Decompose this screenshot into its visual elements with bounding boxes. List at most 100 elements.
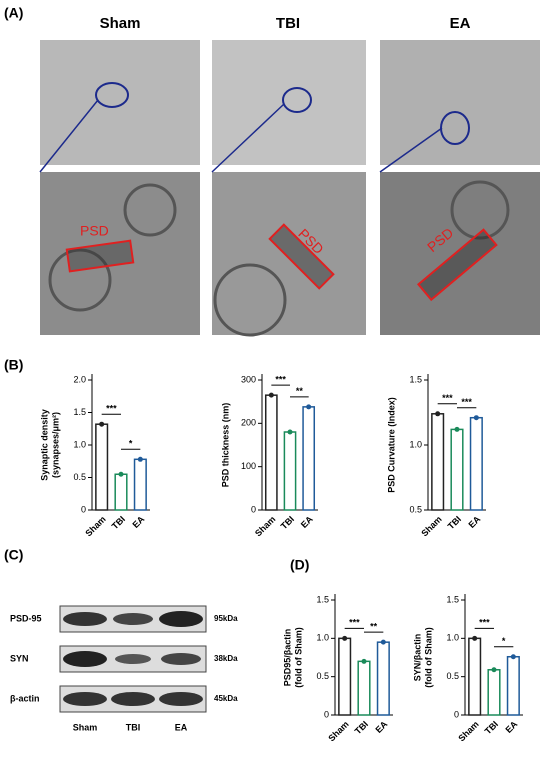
bar (133, 458, 147, 511)
blot-row-label: SYN (10, 653, 29, 663)
bar-top (306, 404, 312, 410)
bar-top (137, 456, 143, 462)
y-tick-label: 2.0 (73, 374, 86, 384)
blot-lane-label: EA (175, 722, 188, 732)
y-tick-label: 1.0 (73, 439, 86, 449)
y-tick-label: 1.0 (316, 633, 329, 643)
x-tick-label: TBI (110, 514, 127, 531)
blot-row-label: PSD-95 (10, 613, 42, 623)
bar-top (473, 415, 479, 421)
y-axis-label: Synaptic density (39, 409, 49, 481)
bar (487, 669, 501, 716)
x-tick-label: EA (374, 719, 390, 735)
x-tick-label: EA (504, 719, 520, 735)
y-axis-label: (fold of Sham) (293, 627, 303, 688)
y-tick-label: 1.5 (316, 594, 329, 604)
y-tick-label: 0 (454, 709, 459, 719)
bar (469, 416, 483, 511)
y-tick-label: 1.0 (446, 633, 459, 643)
blot-lane-label: TBI (126, 722, 141, 732)
em-images (39, 40, 540, 337)
x-tick-label: TBI (279, 514, 296, 531)
bar (338, 637, 352, 716)
bar-top (287, 429, 293, 435)
blot-size: 95kDa (214, 614, 238, 623)
blot-size: 38kDa (214, 654, 238, 663)
psd-label: PSD (80, 223, 109, 239)
x-tick-label: TBI (483, 719, 500, 736)
bar (114, 473, 128, 511)
bar (376, 641, 390, 716)
bar (302, 406, 316, 511)
blot-row-label: β-actin (10, 693, 40, 703)
bar-top (510, 654, 516, 660)
x-tick-label: Sham (253, 514, 277, 538)
y-tick-label: 100 (241, 461, 256, 471)
y-axis-label: SYN/βactin (412, 634, 422, 682)
significance: *** (442, 393, 453, 403)
y-tick-label: 0.5 (409, 504, 422, 514)
bar-top (491, 667, 497, 673)
bar (431, 413, 445, 511)
bar-top (380, 639, 386, 645)
y-axis-label: (synapses/μm²) (50, 412, 60, 478)
y-axis-label: PSD95/βactin (282, 629, 292, 687)
bar-top (268, 392, 274, 398)
bar (357, 660, 371, 716)
significance: *** (275, 375, 286, 385)
x-tick-label: Sham (83, 514, 107, 538)
bar (264, 394, 278, 511)
bar-top (361, 658, 367, 664)
significance: * (502, 636, 506, 646)
x-tick-label: EA (131, 514, 147, 530)
bar-top (472, 635, 478, 641)
bar (450, 428, 464, 511)
bar (95, 423, 109, 511)
bar-top (454, 426, 460, 432)
bar-top (435, 411, 441, 417)
panel-label: (C) (4, 547, 23, 563)
significance: ** (296, 386, 304, 396)
y-tick-label: 0 (251, 504, 256, 514)
panel-label: (B) (4, 357, 23, 373)
y-tick-label: 1.0 (409, 439, 422, 449)
significance: *** (479, 618, 490, 628)
x-tick-label: Sham (456, 719, 480, 743)
y-tick-label: 0.5 (316, 671, 329, 681)
x-tick-label: EA (467, 514, 483, 530)
bar (506, 655, 520, 716)
y-tick-label: 300 (241, 374, 256, 384)
group-label: Sham (100, 15, 141, 32)
bar-top (118, 471, 124, 477)
bar (283, 431, 297, 511)
y-tick-label: 0 (81, 504, 86, 514)
y-tick-label: 0 (324, 709, 329, 719)
significance: ** (370, 622, 378, 632)
y-tick-label: 1.5 (409, 374, 422, 384)
y-tick-label: 200 (241, 418, 256, 428)
y-tick-label: 1.5 (73, 407, 86, 417)
y-axis-label: (fold of Sham) (423, 627, 433, 688)
x-tick-label: EA (299, 514, 315, 530)
bar (468, 637, 482, 716)
x-tick-label: TBI (446, 514, 463, 531)
significance: *** (349, 618, 360, 628)
significance: *** (106, 404, 117, 414)
y-tick-label: 0.5 (446, 671, 459, 681)
x-tick-label: TBI (353, 719, 370, 736)
significance: *** (461, 397, 472, 407)
x-tick-label: Sham (326, 719, 350, 743)
y-tick-label: 1.5 (446, 594, 459, 604)
blot-size: 45kDa (214, 694, 238, 703)
x-tick-label: Sham (419, 514, 443, 538)
y-axis-label: PSD thickness (nm) (220, 403, 230, 488)
blot-lane-label: Sham (73, 722, 98, 732)
significance: * (129, 439, 133, 449)
group-label: EA (450, 15, 471, 32)
bar-top (99, 421, 105, 427)
panel-label: (D) (290, 557, 309, 573)
bar-top (342, 635, 348, 641)
blot (59, 605, 207, 713)
y-tick-label: 0.5 (73, 472, 86, 482)
